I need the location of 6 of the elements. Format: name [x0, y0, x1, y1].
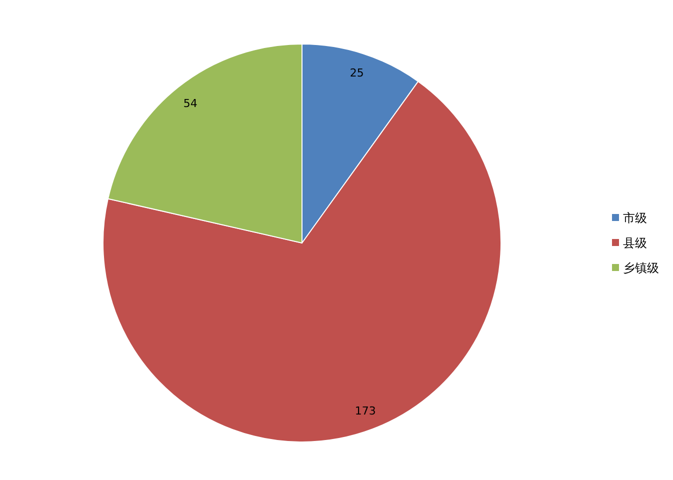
legend-label: 乡镇级 [623, 261, 659, 275]
data-label: 173 [354, 404, 376, 418]
legend-label: 市级 [623, 211, 647, 225]
legend-label: 县级 [623, 236, 647, 250]
data-label: 54 [183, 96, 198, 110]
data-label: 25 [350, 66, 364, 80]
